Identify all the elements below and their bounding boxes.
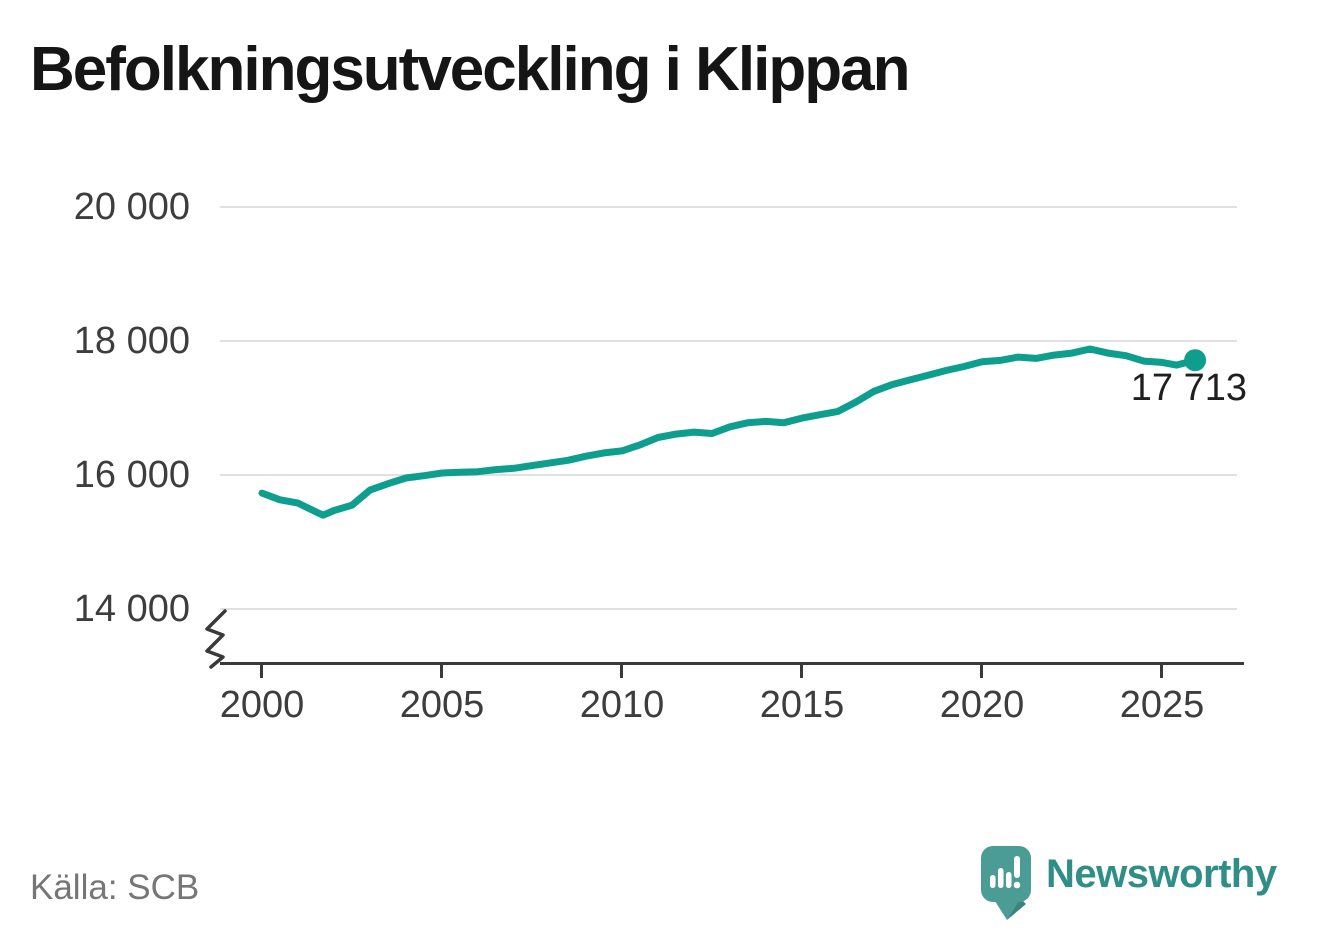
y-axis-label-18000: 18 000 bbox=[73, 320, 190, 362]
axis-break-icon bbox=[205, 609, 227, 669]
x-tick-2000 bbox=[260, 663, 263, 678]
x-tick-2020 bbox=[980, 663, 983, 678]
population-line-series bbox=[258, 345, 1199, 519]
newsworthy-wordmark: Newsworthy bbox=[1046, 852, 1277, 896]
y-axis-label-14000: 14 000 bbox=[73, 588, 190, 630]
x-axis-label-2015: 2015 bbox=[759, 684, 845, 726]
x-axis-label-2005: 2005 bbox=[399, 684, 485, 726]
gridline-18000 bbox=[220, 340, 1237, 342]
x-tick-2010 bbox=[620, 663, 623, 678]
newsworthy-bubble-icon bbox=[981, 846, 1031, 920]
x-tick-2015 bbox=[800, 663, 803, 678]
x-axis-label-2010: 2010 bbox=[579, 684, 665, 726]
chart-title: Befolkningsutveckling i Klippan bbox=[30, 35, 910, 104]
x-axis-label-2020: 2020 bbox=[939, 684, 1025, 726]
y-axis-label-20000: 20 000 bbox=[73, 186, 190, 228]
x-axis-label-2000: 2000 bbox=[219, 684, 305, 726]
x-axis-label-2025: 2025 bbox=[1119, 684, 1205, 726]
gridline-14000 bbox=[220, 608, 1237, 610]
newsworthy-logo: Newsworthy bbox=[980, 846, 1277, 924]
x-axis-line bbox=[220, 662, 1244, 665]
gridline-20000 bbox=[220, 206, 1237, 208]
x-tick-2005 bbox=[440, 663, 443, 678]
y-axis-label-16000: 16 000 bbox=[73, 454, 190, 496]
source-text: Källa: SCB bbox=[30, 868, 200, 907]
last-value-label: 17 713 bbox=[1130, 367, 1247, 409]
x-tick-2025 bbox=[1160, 663, 1163, 678]
gridline-16000 bbox=[220, 474, 1237, 476]
